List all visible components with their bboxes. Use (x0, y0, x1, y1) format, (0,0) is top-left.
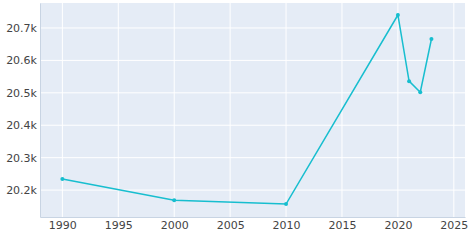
x-tick: 1990 (49, 217, 77, 232)
plot: 1990199520002005201020152020202520.2k20.… (6, 3, 468, 232)
grid-line-x (174, 3, 175, 217)
grid-line-x (118, 3, 119, 217)
series (60, 13, 433, 206)
plot-background (40, 3, 465, 217)
grid-line-y (40, 157, 465, 158)
grid (40, 3, 465, 217)
grid-line-x (62, 3, 63, 217)
y-tick: 20.4k (6, 119, 40, 132)
y-tick: 20.3k (6, 152, 40, 165)
x-tick: 2010 (273, 217, 301, 232)
y-tick: 20.5k (6, 87, 40, 100)
line (62, 15, 431, 204)
x-tick: 2000 (161, 217, 189, 232)
y-tick: 20.7k (6, 22, 40, 35)
chart: 1990199520002005201020152020202520.2k20.… (0, 0, 474, 237)
x-tick: 2005 (217, 217, 245, 232)
x-tick-label: 2020 (384, 219, 412, 232)
point (60, 177, 64, 181)
y-tick: 20.6k (6, 54, 40, 67)
x-tick-label: 2000 (161, 219, 189, 232)
grid-line-x (453, 3, 454, 217)
grid-line-x (397, 3, 398, 217)
y-tick-label: 20.3k (6, 152, 37, 165)
grid-line-y (40, 27, 465, 28)
x-axis: 1990 1995 2000 2005 2010 2015 2020 2025 (41, 217, 469, 232)
x-tick-label: 1995 (105, 219, 133, 232)
y-tick-label: 20.6k (6, 54, 37, 67)
y-axis: 20.2k 20.3k 20.4k 20.5k 20.6k 20.7k (6, 4, 40, 218)
x-tick: 2015 (328, 217, 356, 232)
x-tick: 2020 (384, 217, 412, 232)
x-tick-label: 2025 (440, 219, 468, 232)
grid-line-y (40, 92, 465, 93)
point (407, 79, 411, 83)
y-tick: 20.2k (6, 184, 40, 197)
grid-line-x (230, 3, 231, 217)
x-tick-label: 1990 (49, 219, 77, 232)
x-tick-label: 2005 (217, 219, 245, 232)
y-tick-label: 20.2k (6, 184, 37, 197)
point (418, 90, 422, 94)
grid-line-y (40, 60, 465, 61)
x-tick-label: 2010 (273, 219, 301, 232)
point (284, 202, 288, 206)
grid-line-x (286, 3, 287, 217)
x-tick-label: 2015 (328, 219, 356, 232)
grid-line-y (40, 125, 465, 126)
grid-line-y (40, 190, 465, 191)
y-axis-line (40, 4, 41, 218)
point (172, 198, 176, 202)
x-tick: 1995 (105, 217, 133, 232)
x-tick: 2025 (440, 217, 468, 232)
y-tick-label: 20.4k (6, 119, 37, 132)
point (429, 37, 433, 41)
point (396, 13, 400, 17)
y-tick-label: 20.7k (6, 22, 37, 35)
y-tick-label: 20.5k (6, 87, 37, 100)
